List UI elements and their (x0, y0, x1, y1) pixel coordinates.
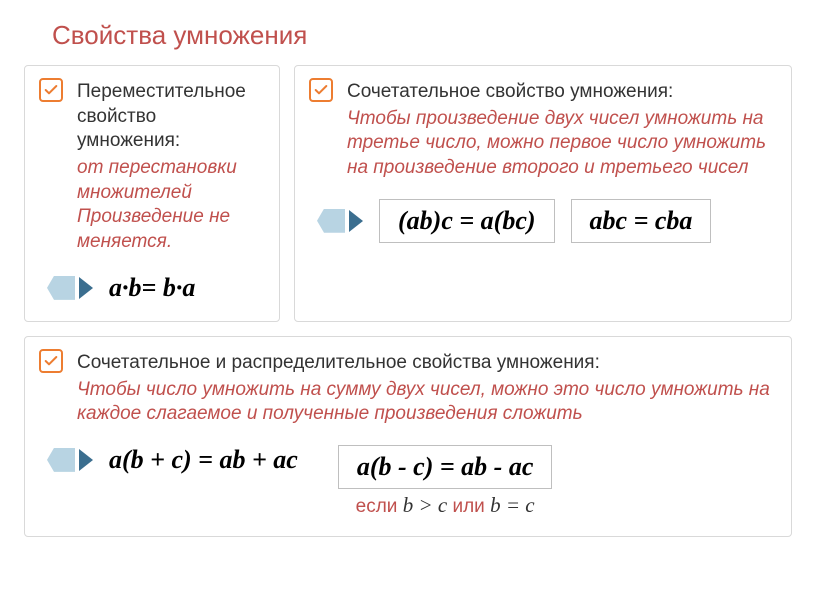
arrow-icon (47, 276, 93, 300)
arrow-icon (47, 448, 93, 472)
condition-text: если b > c или b = с (338, 493, 553, 518)
card-heading: Сочетательное и распределительное свойст… (77, 351, 775, 376)
formula-box: abc = cba (571, 199, 712, 243)
formula: (ab)c = a(bc) (398, 206, 536, 235)
card-heading: Переместительное свойство умножения: (77, 80, 263, 154)
formula-row: a(b + с) = ab + ac a(b - с) = ab - ac ес… (47, 445, 775, 518)
arrow-icon (317, 209, 363, 233)
check-icon (39, 78, 63, 102)
top-row: Переместительное свойство умножения: от … (24, 65, 792, 322)
formula-with-condition: a(b - с) = ab - ac если b > c или b = с (338, 445, 553, 518)
formula-row: (ab)c = a(bc) abc = cba (317, 199, 775, 243)
card-associative: Сочетательное свойство умножения: Чтобы … (294, 65, 792, 322)
check-icon (39, 349, 63, 373)
card-heading: Сочетательное свойство умножения: (347, 80, 775, 105)
page-title: Свойства умножения (52, 20, 792, 51)
formula: a(b - с) = ab - ac (357, 452, 534, 481)
card-desc: Чтобы число умножить на сумму двух чисел… (77, 378, 775, 427)
formula-box: (ab)c = a(bc) (379, 199, 555, 243)
card-desc: от перестановки множителей Произведение … (77, 156, 263, 255)
formula: a(b + с) = ab + ac (109, 445, 298, 475)
check-icon (309, 78, 333, 102)
formula-row: a·b= b·a (47, 273, 263, 303)
card-desc: Чтобы произведение двух чисел умножить н… (347, 107, 775, 181)
formula: abc = cba (590, 206, 693, 235)
card-distributive: Сочетательное и распределительное свойст… (24, 336, 792, 537)
formula: a·b= b·a (109, 273, 195, 303)
card-commutative: Переместительное свойство умножения: от … (24, 65, 280, 322)
